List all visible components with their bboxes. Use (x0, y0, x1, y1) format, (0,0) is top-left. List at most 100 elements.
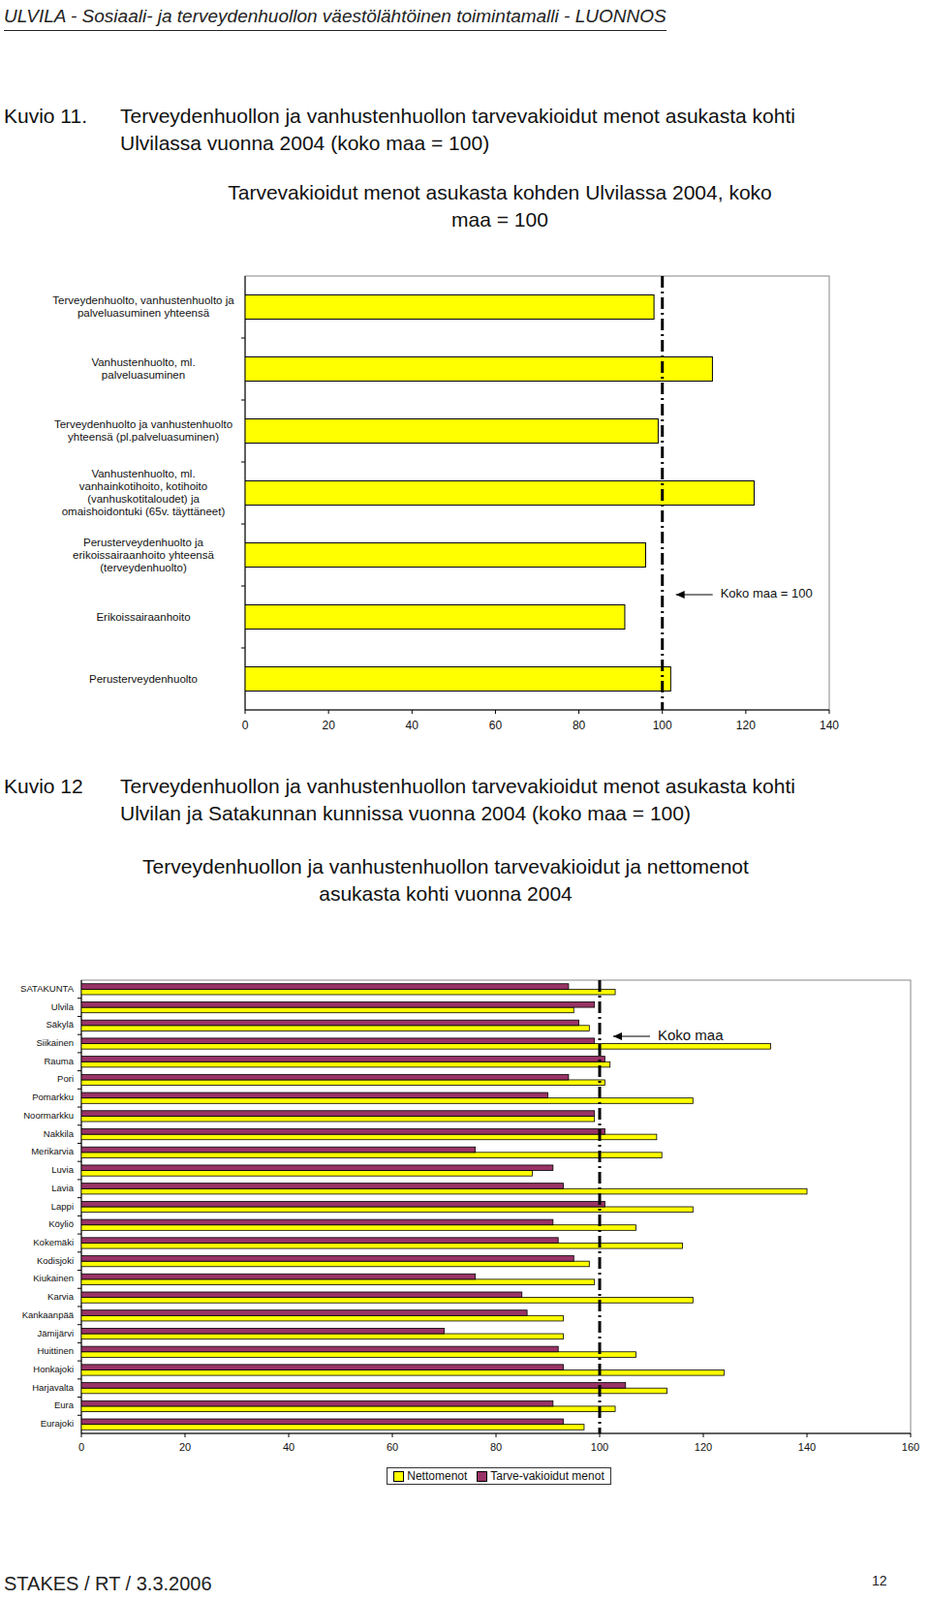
bar (245, 295, 654, 320)
bar (81, 1056, 605, 1063)
category-tick (77, 1215, 82, 1217)
category-label: Noormarkku (23, 1110, 74, 1121)
bar (81, 1201, 605, 1208)
plot-frame (245, 276, 830, 711)
bar (81, 1333, 564, 1340)
category-tick (77, 1016, 82, 1018)
chart-canvas: 020406080100120140Koko maa = 10002040608… (0, 0, 930, 1600)
bar (81, 1298, 693, 1304)
category-label: Terveydenhuolto ja vanhustenhuolto yhtee… (48, 400, 239, 463)
x-tick-label: 80 (490, 1441, 502, 1454)
bar (81, 1328, 445, 1334)
category-label: Perusterveydenhuolto (48, 648, 239, 711)
category-tick (77, 1415, 82, 1417)
category-label: Perusterveydenhuolto ja erikoissairaanho… (48, 524, 239, 587)
caption-text: Terveydenhuollon ja vanhustenhuollon tar… (120, 773, 837, 828)
category-label: Kiukainen (32, 1272, 74, 1284)
legend-box: Nettomenot Tarve-vakioidut menot (386, 1467, 611, 1486)
legend-swatch (393, 1471, 404, 1483)
bar (245, 667, 671, 692)
x-tick-label: 0 (242, 718, 249, 733)
category-tick (77, 1342, 82, 1344)
x-tick (806, 1433, 808, 1438)
bar (245, 481, 754, 506)
legend-item: Nettomenot (393, 1469, 467, 1484)
page: 020406080100120140Koko maa = 10002040608… (0, 0, 930, 1600)
reference-line (598, 980, 602, 1434)
x-tick-label: 120 (694, 1441, 713, 1454)
x-tick-label: 160 (901, 1441, 920, 1454)
x-tick-label: 120 (736, 718, 756, 733)
x-tick (829, 710, 831, 714)
x-tick (744, 710, 746, 714)
x-tick-label: 100 (652, 718, 673, 733)
category-tick (77, 1107, 82, 1109)
category-label: Ulvila (51, 1001, 75, 1013)
x-tick (185, 1433, 186, 1438)
category-tick (241, 462, 246, 464)
bar (81, 1074, 569, 1081)
reference-line (660, 276, 664, 711)
bar (81, 1419, 564, 1426)
x-tick (599, 1433, 601, 1438)
category-tick (77, 1143, 82, 1145)
category-tick (241, 648, 246, 650)
bar (81, 1098, 693, 1105)
category-label: Kokemäki (32, 1237, 74, 1248)
category-label: Eurajoki (40, 1418, 74, 1429)
bar (81, 1092, 549, 1099)
x-tick-label: 140 (798, 1441, 816, 1454)
category-tick (77, 1088, 82, 1090)
legend: Nettomenot Tarve-vakioidut menot (0, 1467, 930, 1486)
legend-text: Tarve-vakioidut menot (490, 1469, 604, 1484)
bar (81, 989, 616, 995)
chart-1: 020406080100120140160SATAKUNTAUlvilaSäky… (20, 980, 920, 1454)
x-tick (328, 710, 330, 714)
category-label: Pori (57, 1073, 74, 1085)
bar (81, 1188, 807, 1195)
bar (81, 1134, 657, 1141)
bars (245, 295, 754, 692)
bar (81, 1219, 554, 1226)
arrow-head (676, 590, 685, 599)
category-label: Lavia (51, 1182, 74, 1194)
category-tick (77, 1178, 82, 1180)
category-tick (77, 1124, 82, 1126)
category-tick (241, 586, 246, 588)
bar (81, 1425, 585, 1431)
page-header: ULVILA - Sosiaali- ja terveydenhuollon v… (3, 5, 667, 31)
category-label: Vanhustenhuolto, ml. vanhainkotihoito, k… (48, 462, 239, 525)
category-tick (241, 524, 246, 526)
category-tick (77, 1251, 82, 1253)
category-tick (77, 1305, 82, 1307)
x-axis (245, 710, 830, 712)
category-label: Merikarvia (31, 1146, 75, 1157)
caption-label: Kuvio 12 (3, 773, 84, 801)
bar (81, 1061, 611, 1068)
x-tick (910, 1433, 912, 1438)
x-tick-label: 20 (179, 1441, 191, 1454)
category-tick (77, 1378, 82, 1380)
category-tick (77, 997, 82, 999)
category-tick (241, 338, 246, 340)
x-tick (495, 710, 496, 714)
x-tick-label: 140 (819, 718, 839, 733)
bar (81, 1352, 636, 1359)
bar (81, 1129, 605, 1136)
x-tick (245, 710, 247, 714)
bar (81, 1225, 636, 1232)
category-tick (77, 1161, 82, 1163)
x-tick (411, 710, 413, 714)
x-tick (288, 1433, 290, 1438)
x-tick-label: 0 (78, 1441, 85, 1454)
category-label: Huittinen (37, 1345, 75, 1357)
bar (81, 1279, 595, 1286)
category-tick (77, 1288, 82, 1290)
bar (245, 419, 658, 444)
bar (81, 1020, 580, 1026)
x-tick (703, 1433, 705, 1438)
x-tick (578, 710, 580, 714)
bar (81, 1038, 595, 1045)
category-tick (77, 1197, 82, 1199)
x-tick-label: 60 (489, 718, 503, 733)
